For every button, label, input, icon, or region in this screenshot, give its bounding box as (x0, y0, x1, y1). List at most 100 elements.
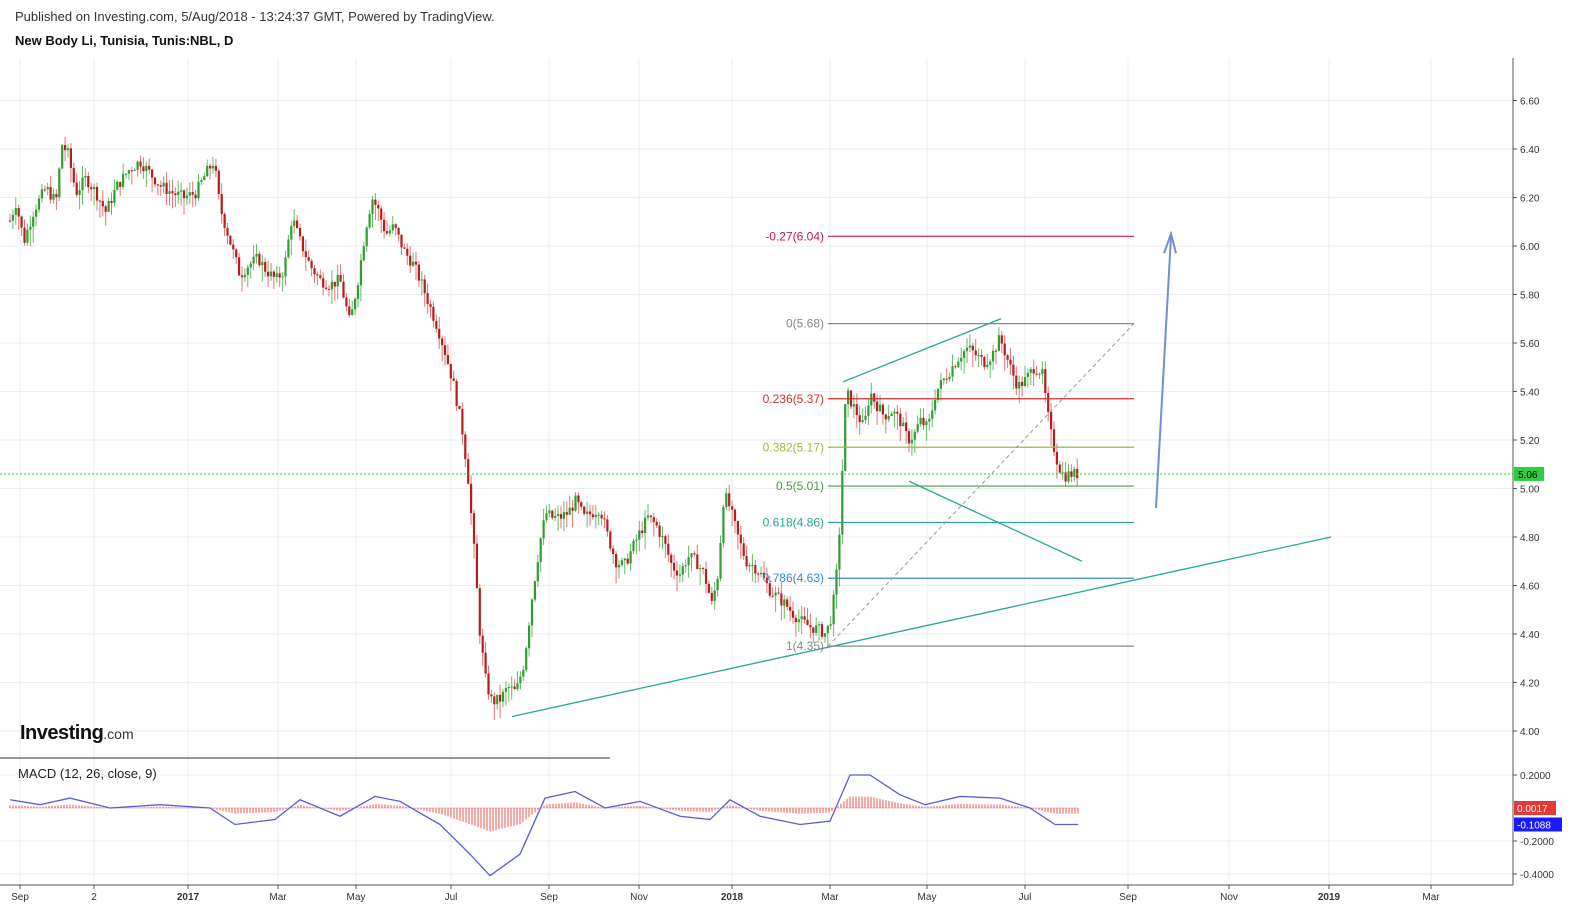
candle-body (258, 253, 261, 266)
candle-body (899, 413, 902, 427)
time-tick-label: 2018 (721, 892, 744, 903)
candle-body (348, 306, 351, 316)
candle-body (690, 553, 693, 558)
candle-body (330, 281, 333, 290)
macd-title: MACD (12, 26, close, 9) (18, 766, 157, 781)
candle-body (40, 189, 43, 199)
candle-body (1021, 381, 1024, 386)
candle-body (148, 165, 151, 170)
macd-hist-value: 0.0017 (1517, 804, 1548, 815)
price-tick-label: 6.40 (1520, 145, 1540, 156)
candle-body (768, 583, 771, 596)
candle-body (664, 536, 667, 544)
candle-body (910, 439, 913, 444)
candle-body (75, 182, 78, 195)
candle-body (377, 204, 380, 209)
candle-body (174, 193, 177, 196)
time-tick-label: Nov (1220, 892, 1238, 903)
candle-body (342, 281, 345, 298)
drawings (0, 230, 1513, 718)
candle-body (1061, 472, 1064, 474)
candle-body (391, 224, 394, 231)
time-tick-label: Jul (445, 892, 458, 903)
candle-body (838, 534, 841, 570)
candle-body (1052, 429, 1056, 452)
fib-trend-dashed (827, 323, 1135, 647)
time-tick-label: May (347, 892, 366, 903)
candle-body (635, 539, 638, 541)
candle-body (217, 170, 220, 194)
candle-body (23, 227, 26, 243)
candle-body (435, 320, 438, 329)
candle-body (876, 401, 879, 412)
candle-body (806, 619, 809, 626)
price-tick-label: 5.20 (1520, 436, 1540, 447)
candle-body (409, 255, 412, 266)
candle-body (707, 583, 710, 593)
price-tick-label: 5.80 (1520, 291, 1540, 302)
candle-body (151, 169, 154, 178)
time-tick-label: 2 (91, 892, 97, 903)
candle-body (583, 506, 586, 514)
candle-body (1018, 381, 1021, 389)
candle-body (214, 165, 217, 171)
candle-body (594, 514, 597, 518)
candle-body (177, 191, 180, 196)
candle-body (667, 543, 670, 555)
candle-body (696, 554, 699, 570)
candle-body (954, 366, 957, 368)
candle-body (452, 378, 455, 381)
candle-body (623, 558, 626, 561)
candle-body (847, 390, 850, 405)
candle-body (620, 560, 623, 565)
candle-body (936, 388, 940, 401)
candle-body (130, 170, 133, 172)
candle-body (873, 393, 876, 402)
macd-tick-label: -0.2000 (1520, 837, 1554, 848)
candle-body (983, 356, 986, 368)
candle-body (93, 187, 96, 190)
candle-body (133, 169, 136, 172)
candle-body (852, 404, 855, 407)
candle-body (194, 194, 197, 199)
candle-body (58, 168, 61, 198)
candle-body (507, 687, 510, 689)
candle-body (1026, 372, 1029, 377)
fib-level-label: 1(4.35) (786, 639, 824, 653)
candle-body (870, 393, 873, 406)
time-tick-label: Jul (1019, 892, 1032, 903)
fib-level-label: 0(5.68) (786, 317, 824, 331)
grid-lines (0, 58, 1513, 885)
candle-body (670, 554, 673, 563)
candle-body (684, 565, 687, 567)
candle-body (226, 227, 229, 236)
candle-body (110, 200, 113, 203)
candle-body (557, 514, 560, 516)
candle-body (95, 187, 99, 201)
candle-body (794, 617, 797, 623)
candle-body (322, 278, 325, 288)
candle-body (565, 512, 568, 515)
candle-body (591, 514, 594, 518)
candle-body (159, 185, 162, 187)
candle-body (626, 558, 629, 564)
candle-body (365, 227, 368, 247)
candle-body (1012, 364, 1015, 376)
candle-body (942, 378, 945, 381)
candle-body (162, 182, 165, 187)
candle-body (609, 531, 612, 549)
candle-body (246, 267, 249, 275)
candle-body (319, 275, 322, 279)
candle-body (238, 257, 241, 276)
candle-body (171, 191, 174, 194)
candle-body (61, 145, 64, 169)
candle-body (878, 404, 882, 412)
candle-body (751, 564, 754, 566)
candle-body (336, 275, 339, 287)
candle-body (1070, 471, 1073, 477)
time-tick-label: Mar (269, 892, 287, 903)
candle-body (17, 208, 20, 217)
published-note: Published on Investing.com, 5/Aug/2018 -… (15, 9, 495, 24)
candle-body (789, 606, 792, 611)
